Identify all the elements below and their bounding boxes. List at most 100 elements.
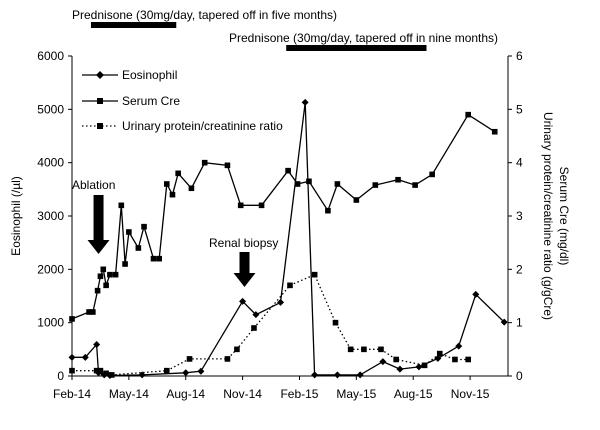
y-right-tick-label: 4 [516, 156, 523, 170]
series-line-eosinophil [72, 102, 505, 377]
y-right-tick-label: 0 [516, 369, 523, 383]
prednisone-label-2: Prednisone (30mg/day, tapered off in nin… [229, 31, 498, 45]
data-point-eosinophil [239, 297, 247, 305]
x-tick-labels: Feb-14 May-14 Aug-14 Nov-14 Feb-15 May-15 Aug-… [53, 376, 490, 401]
data-point-serum-cre [429, 171, 435, 178]
data-point-serum-cre [224, 162, 231, 169]
data-point-urinary-protein-creatinine-ratio [287, 282, 293, 289]
x-tick-label: Aug-14 [166, 387, 205, 401]
y-right-tick-label: 6 [516, 49, 523, 63]
data-point-eosinophil [277, 298, 285, 306]
x-tick-label: May-14 [109, 387, 149, 401]
ablation-arrow [87, 195, 110, 254]
data-point-urinary-protein-creatinine-ratio [452, 356, 458, 363]
data-point-serum-cre [150, 255, 157, 262]
y-left-tick-labels: 0 1000 2000 3000 4000 5000 6000 [37, 49, 72, 383]
y-right-axis-title-line2: Urinary protein/creatinine ratio (g/gCre… [541, 112, 555, 320]
y-right-tick-labels: 0 1 2 3 4 5 6 [508, 49, 523, 383]
y-right-tick-label: 2 [516, 262, 523, 276]
data-point-eosinophil [333, 371, 341, 379]
data-point-eosinophil [472, 290, 480, 298]
data-point-serum-cre [156, 255, 162, 262]
y-right-tick-label: 3 [516, 209, 523, 223]
data-point-urinary-protein-creatinine-ratio [347, 346, 354, 353]
data-point-eosinophil [311, 371, 319, 379]
data-point-serum-cre [141, 223, 147, 230]
data-point-serum-cre [135, 245, 142, 251]
data-point-eosinophil [415, 363, 423, 371]
y-left-tick-label: 0 [57, 369, 64, 383]
data-point-serum-cre [169, 191, 176, 198]
y-left-tick-label: 1000 [37, 316, 64, 330]
data-point-urinary-protein-creatinine-ratio [224, 356, 231, 362]
data-point-serum-cre [100, 266, 107, 273]
renal-biopsy-label: Renal biopsy [209, 236, 278, 250]
data-point-eosinophil [252, 311, 260, 319]
y-left-tick-label: 5000 [37, 102, 64, 116]
data-point-serum-cre [175, 170, 181, 177]
y-left-axis-title: Eosinophil (/µl) [9, 176, 23, 256]
legend-upcr-label: Urinary protein/creatinine ratio [122, 119, 283, 133]
legend-eosinophil-marker [96, 71, 104, 79]
x-tick-label: Aug-15 [394, 387, 433, 401]
data-point-eosinophil [81, 353, 89, 361]
data-point-serum-cre [325, 207, 331, 214]
y-left-tick-label: 3000 [37, 209, 64, 223]
data-point-serum-cre [201, 159, 208, 166]
data-point-urinary-protein-creatinine-ratio [421, 362, 428, 369]
data-point-serum-cre [94, 287, 101, 294]
data-point-urinary-protein-creatinine-ratio [332, 319, 339, 326]
series-layer [68, 98, 508, 379]
data-point-eosinophil [301, 98, 309, 106]
series-line-urinary-protein-creatinine-ratio [72, 273, 469, 376]
data-point-serum-cre [258, 202, 265, 209]
data-point-urinary-protein-creatinine-ratio [361, 346, 367, 353]
y-left-tick-label: 2000 [37, 262, 64, 276]
data-point-eosinophil [197, 367, 205, 375]
y-left-tick-label: 6000 [37, 49, 64, 63]
data-point-eosinophil [455, 342, 463, 350]
data-point-urinary-protein-creatinine-ratio [378, 346, 384, 353]
data-point-serum-cre [69, 316, 75, 322]
data-point-serum-cre [491, 128, 498, 135]
data-point-eosinophil [396, 365, 404, 373]
series-line-serum-cre [71, 113, 496, 320]
data-point-urinary-protein-creatinine-ratio [69, 367, 75, 374]
y-left-tick-label: 4000 [37, 156, 64, 170]
data-point-eosinophil [182, 369, 190, 377]
data-point-serum-cre [334, 181, 341, 187]
data-point-serum-cre [97, 273, 104, 280]
data-point-serum-cre [103, 282, 109, 289]
data-point-serum-cre [118, 202, 125, 209]
data-point-serum-cre [112, 271, 119, 278]
data-point-serum-cre [122, 261, 128, 267]
data-point-serum-cre [306, 178, 312, 185]
data-point-serum-cre [395, 176, 401, 183]
data-point-urinary-protein-creatinine-ratio [436, 350, 443, 357]
data-point-urinary-protein-creatinine-ratio [103, 370, 109, 377]
data-point-eosinophil [356, 371, 364, 379]
x-tick-label: Nov-15 [451, 387, 490, 401]
x-tick-label: Feb-15 [280, 387, 318, 401]
data-point-serum-cre [163, 181, 170, 187]
data-point-serum-cre [107, 271, 113, 278]
data-point-serum-cre [285, 167, 291, 174]
data-point-urinary-protein-creatinine-ratio [163, 367, 170, 374]
data-point-urinary-protein-creatinine-ratio [311, 271, 318, 278]
y-right-tick-label: 1 [516, 316, 523, 330]
data-point-eosinophil [93, 341, 101, 349]
data-point-serum-cre [90, 309, 96, 315]
legend-serum-cre-label: Serum Cre [122, 94, 180, 108]
x-tick-label: May-15 [336, 387, 376, 401]
data-point-urinary-protein-creatinine-ratio [109, 372, 115, 378]
data-point-eosinophil [379, 358, 387, 366]
ablation-label: Ablation [72, 178, 115, 192]
data-point-serum-cre [294, 181, 301, 187]
data-point-serum-cre [126, 229, 132, 235]
data-point-urinary-protein-creatinine-ratio [97, 367, 104, 374]
data-point-urinary-protein-creatinine-ratio [393, 356, 399, 363]
data-point-urinary-protein-creatinine-ratio [234, 346, 240, 353]
prednisone-label-1: Prednisone (30mg/day, tapered off in fiv… [72, 8, 337, 22]
x-tick-label: Nov-14 [223, 387, 262, 401]
